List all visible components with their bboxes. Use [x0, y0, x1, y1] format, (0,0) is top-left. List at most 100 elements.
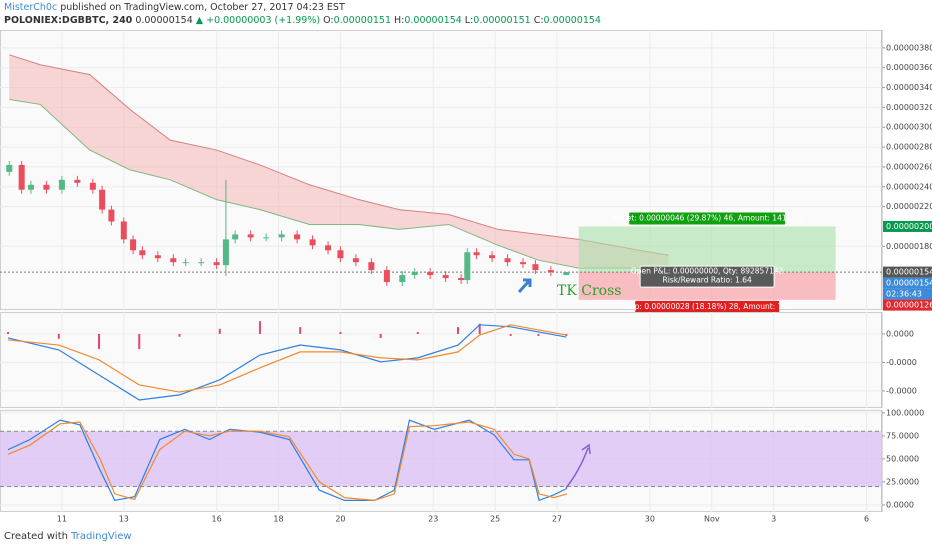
- publish-line: MisterCh0c published on TradingView.com,…: [4, 2, 345, 13]
- price-tag: [883, 299, 932, 311]
- y-tick-label: 0.00000260: [886, 162, 932, 171]
- candle-body: [427, 272, 434, 276]
- candle-body: [294, 234, 301, 240]
- candle-body: [154, 255, 161, 259]
- x-tick-label: 6: [864, 515, 869, 524]
- ohlc-value: 0.00000151: [473, 15, 531, 26]
- candle-body: [108, 209, 115, 222]
- candle-body: [532, 264, 539, 271]
- series-line: [7, 419, 568, 502]
- arrow: [565, 443, 591, 489]
- arrow: [517, 278, 532, 294]
- candle-body: [74, 179, 81, 183]
- candle-body: [473, 252, 480, 256]
- candle-body: [213, 262, 220, 266]
- histogram-bar: [537, 333, 540, 336]
- ohlc-value: 0.00000154: [404, 15, 462, 26]
- y-tick-label: -0.0000: [886, 358, 917, 367]
- histogram-bar: [98, 333, 101, 350]
- price-tag-label: 0.00000126: [886, 301, 932, 310]
- histogram-bar: [457, 327, 460, 334]
- y-tick-label: 25.0000: [886, 477, 919, 486]
- candle-body: [278, 234, 285, 238]
- footer: Created with TradingView: [4, 531, 132, 542]
- candle-body: [99, 189, 106, 210]
- y-tick-label: 100.0000: [886, 408, 924, 417]
- y-tick-label: 0.0000: [886, 500, 914, 509]
- candle-body: [182, 262, 189, 264]
- candle-body: [247, 234, 254, 238]
- y-tick-label: 0.00000320: [886, 103, 932, 112]
- chart: 0.00000180 0.00000220 0.00000240 0.00000260…: [0, 30, 932, 524]
- y-tick-label: 0.00000280: [886, 143, 932, 152]
- ohlc-key: C:: [533, 15, 544, 26]
- symbol: POLONIEX:DGBBTC, 240: [4, 15, 133, 26]
- candle-body: [27, 184, 34, 190]
- ohlc-value: 0.00000154: [543, 15, 601, 26]
- price-tag-label: 0.00000200: [886, 222, 932, 231]
- candle-body: [120, 221, 127, 240]
- brand[interactable]: TradingView: [71, 531, 132, 542]
- y-tick-label: 0.00000380: [886, 43, 932, 52]
- candle-body: [563, 272, 570, 276]
- histogram-bar: [258, 321, 261, 334]
- x-tick-label: 11: [57, 515, 67, 524]
- candle-body: [520, 262, 527, 265]
- histogram-bar: [57, 333, 60, 339]
- histogram-bar: [7, 331, 10, 334]
- candle-body: [368, 262, 375, 271]
- candle-body: [6, 164, 13, 172]
- position-label: Target: 0.00000046 (29.87%) 46, Amount: …: [610, 213, 804, 222]
- last-price: 0.00000154: [135, 15, 193, 26]
- histogram-bar: [178, 333, 181, 337]
- histogram-bar: [416, 331, 419, 334]
- candle-body: [43, 184, 50, 190]
- candle-body: [198, 262, 205, 264]
- candle-body: [489, 255, 496, 259]
- x-tick-label: 20: [335, 515, 345, 524]
- x-tick-label: Nov: [704, 515, 720, 524]
- x-tick-label: 16: [212, 515, 222, 524]
- pane: [0, 312, 882, 408]
- price-tag: [883, 220, 932, 232]
- ohlc-key: O:: [323, 15, 334, 26]
- candle-body: [352, 258, 359, 263]
- cloud-line: [9, 54, 669, 256]
- series-line: [7, 421, 568, 501]
- candle-body: [222, 239, 229, 266]
- histogram-bar: [478, 323, 481, 334]
- candle-body: [58, 179, 65, 190]
- candle-body: [458, 278, 465, 281]
- candle-body: [464, 252, 471, 281]
- symbol-line: POLONIEX:DGBBTC, 240 0.00000154 ▲ +0.000…: [4, 15, 601, 26]
- candle-body: [547, 270, 554, 273]
- y-tick-label: 0.00000220: [886, 202, 932, 211]
- y-tick-label: 0.00000300: [886, 123, 932, 132]
- x-tick-label: 3: [771, 515, 776, 524]
- candle-body: [89, 182, 96, 190]
- published: published on TradingView.com, October 27…: [60, 2, 345, 13]
- candle-body: [139, 250, 146, 256]
- candle-body: [504, 258, 511, 263]
- position-info: Risk/Reward Ratio: 1.64: [663, 276, 752, 285]
- candle-body: [130, 239, 137, 251]
- ohlc-value: 0.00000151: [333, 15, 391, 26]
- candle-body: [411, 272, 418, 276]
- author[interactable]: MisterCh0c: [4, 2, 58, 13]
- price-tag: [883, 288, 932, 300]
- target-zone: [578, 226, 836, 273]
- histogram-bar: [218, 328, 221, 334]
- position-label: Stop: 0.00000028 (18.18%) 28, Amount: 75…: [622, 302, 792, 311]
- histogram-bar: [299, 327, 302, 334]
- position-label-bg: [629, 212, 786, 225]
- position-info-bg: [639, 265, 775, 288]
- created-with: Created with: [4, 531, 68, 542]
- histogram-bar: [339, 331, 342, 334]
- candle-body: [383, 270, 390, 283]
- series-line: [7, 324, 567, 393]
- y-tick-label: 0.0000: [886, 329, 914, 338]
- histogram-bar: [379, 333, 382, 338]
- x-tick-label: 23: [428, 515, 438, 524]
- position-label-bg: [635, 300, 780, 313]
